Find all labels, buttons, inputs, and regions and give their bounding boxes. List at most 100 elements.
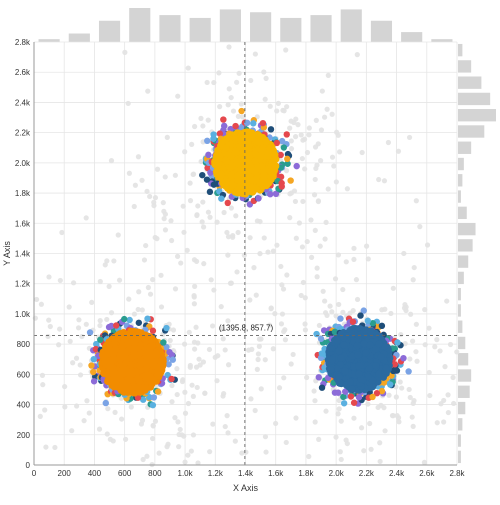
background-point	[150, 422, 156, 429]
background-point	[281, 108, 287, 114]
background-point	[222, 347, 228, 353]
background-point	[192, 283, 198, 289]
accent-point	[207, 169, 214, 176]
background-point	[225, 318, 231, 324]
background-point	[334, 129, 340, 135]
background-point	[226, 86, 232, 92]
background-point	[354, 296, 361, 303]
x-tick-label: 800	[148, 469, 162, 478]
background-point	[358, 425, 365, 431]
x-tick-label: 2.8k	[449, 469, 465, 478]
background-point	[200, 199, 206, 205]
background-point	[69, 428, 75, 434]
cluster-point	[271, 151, 279, 159]
cluster-point	[248, 129, 256, 137]
background-point	[179, 432, 185, 438]
background-point	[288, 138, 294, 144]
y-tick-label: 0	[26, 461, 31, 470]
right-histogram-bar	[458, 385, 470, 398]
background-point	[367, 420, 373, 427]
accent-point	[160, 339, 167, 346]
cluster-point	[148, 350, 156, 358]
right-histogram-bar	[458, 271, 464, 285]
background-point	[172, 172, 178, 178]
top-histogram-bar	[310, 15, 332, 43]
background-point	[336, 149, 343, 155]
cluster-point	[236, 142, 244, 151]
background-point	[226, 44, 232, 50]
accent-point	[284, 155, 291, 163]
y-tick-label: 600	[17, 370, 31, 379]
background-point	[89, 299, 95, 305]
cluster-point	[365, 364, 373, 373]
background-point	[230, 234, 236, 240]
background-point	[417, 224, 423, 230]
cluster-point	[229, 182, 237, 190]
background-point	[46, 317, 52, 323]
background-point	[422, 307, 428, 313]
background-point	[300, 279, 306, 286]
background-point	[299, 244, 306, 250]
accent-point	[378, 322, 386, 330]
background-point	[139, 177, 145, 183]
right-histogram-bar	[458, 157, 464, 171]
background-point	[192, 123, 198, 130]
background-point	[160, 200, 166, 206]
background-point	[329, 309, 335, 315]
background-point	[314, 265, 320, 271]
background-point	[288, 361, 294, 367]
y-tick-label: 200	[17, 431, 31, 440]
background-point	[164, 444, 170, 450]
accent-point	[394, 339, 401, 346]
background-point	[247, 235, 253, 241]
accent-point	[373, 390, 381, 397]
right-histogram-bar	[458, 255, 469, 268]
background-point	[343, 259, 349, 265]
cluster-point	[119, 381, 127, 389]
background-point	[225, 252, 231, 258]
accent-point	[86, 329, 94, 336]
accent-point	[287, 177, 294, 184]
background-point	[377, 440, 383, 446]
background-point	[70, 280, 77, 286]
cluster-point	[251, 157, 260, 165]
background-point	[126, 170, 132, 176]
background-point	[312, 398, 318, 404]
accent-point	[315, 374, 322, 381]
cluster-point	[243, 150, 251, 158]
cluster-point	[337, 354, 345, 362]
background-point	[190, 432, 197, 438]
background-point	[131, 203, 137, 210]
cluster-point	[118, 343, 126, 351]
accent-point	[391, 361, 399, 368]
accent-point	[331, 328, 339, 336]
x-tick-label: 400	[88, 469, 102, 478]
background-point	[336, 397, 342, 404]
background-point	[167, 337, 173, 344]
background-point	[201, 261, 207, 267]
background-point	[174, 391, 180, 398]
right-histogram	[458, 43, 496, 464]
accent-point	[220, 116, 227, 123]
background-point	[257, 218, 263, 225]
accent-point	[337, 315, 344, 322]
accent-point	[224, 199, 231, 207]
background-point	[181, 229, 187, 235]
cluster-point	[154, 370, 162, 378]
background-point	[62, 404, 68, 410]
cluster-point	[252, 150, 260, 158]
background-point	[45, 333, 51, 340]
accent-point	[90, 355, 97, 363]
background-point	[135, 154, 142, 160]
x-tick-label: 200	[58, 469, 72, 478]
background-point	[147, 291, 154, 297]
background-point	[293, 235, 299, 241]
right-histogram-bar	[458, 60, 472, 73]
background-point	[96, 426, 103, 432]
background-point	[190, 171, 196, 178]
background-point	[336, 301, 342, 308]
accent-point	[255, 195, 262, 202]
background-point	[274, 108, 280, 114]
cluster-point	[227, 152, 235, 161]
